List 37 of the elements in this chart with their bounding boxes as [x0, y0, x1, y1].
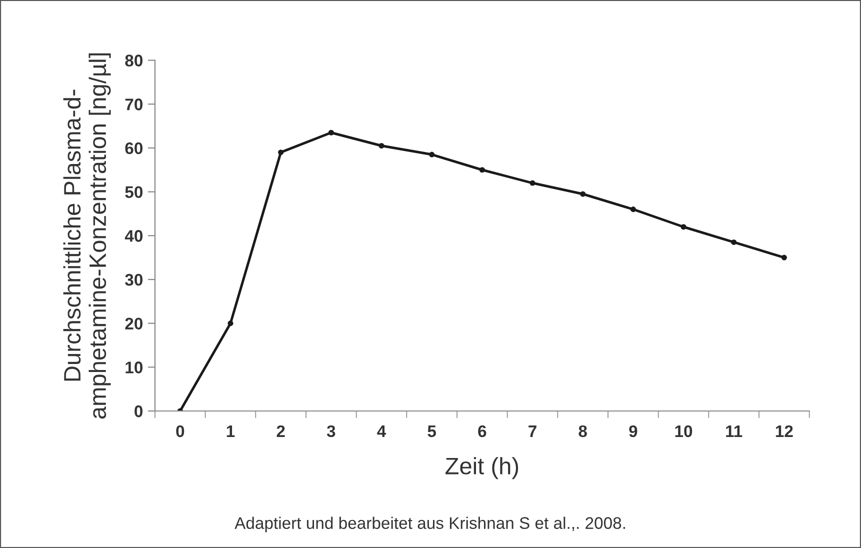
y-tick-label: 40 — [124, 230, 142, 242]
y-tick-label: 30 — [125, 274, 142, 286]
point — [378, 142, 384, 149]
y-tick-label: 70 — [125, 98, 142, 110]
y-axis-title: Durchschnittliche Plasma-d- amphetamine-Konzentration [ng/µl] — [63, 53, 111, 419]
x-axis-title: Zeit (h) — [446, 457, 518, 480]
x-tick-label: 3 — [326, 425, 336, 438]
x-tick-label: 4 — [377, 426, 386, 437]
x-tick-label: 5 — [428, 426, 436, 438]
x-tick-label: 2 — [276, 425, 285, 437]
point — [530, 180, 536, 186]
x-tick-label: 6 — [478, 425, 486, 438]
point — [680, 224, 686, 230]
y-tick-label: 0 — [134, 405, 142, 418]
point — [328, 130, 334, 136]
x-tick-label: 8 — [578, 425, 587, 438]
x-tick-label: 1 — [226, 426, 235, 437]
point — [429, 152, 435, 158]
point — [630, 206, 636, 212]
x-tick-label: 0 — [176, 425, 184, 438]
x-tick-label: 7 — [528, 426, 536, 437]
x-tick-label: 9 — [629, 425, 638, 438]
y-tick-label: 50 — [125, 186, 142, 198]
point — [278, 150, 284, 156]
y-tick-label: 60 — [125, 142, 142, 154]
y-tick-label: 20 — [125, 318, 142, 330]
text: Adaptiert und bearbeitet aus Krishnan S et al.,. 2008. — [234, 516, 625, 532]
point — [580, 191, 586, 197]
x-tick-label: 11 — [726, 426, 742, 437]
point — [228, 320, 234, 326]
point — [479, 167, 485, 173]
y-tick-label: 10 — [126, 362, 142, 374]
y-tick-label: 80 — [125, 54, 142, 66]
point — [781, 254, 787, 260]
x-tick-label: 10 — [675, 425, 692, 438]
point — [731, 239, 737, 245]
x-tick-label: 12 — [776, 425, 793, 437]
